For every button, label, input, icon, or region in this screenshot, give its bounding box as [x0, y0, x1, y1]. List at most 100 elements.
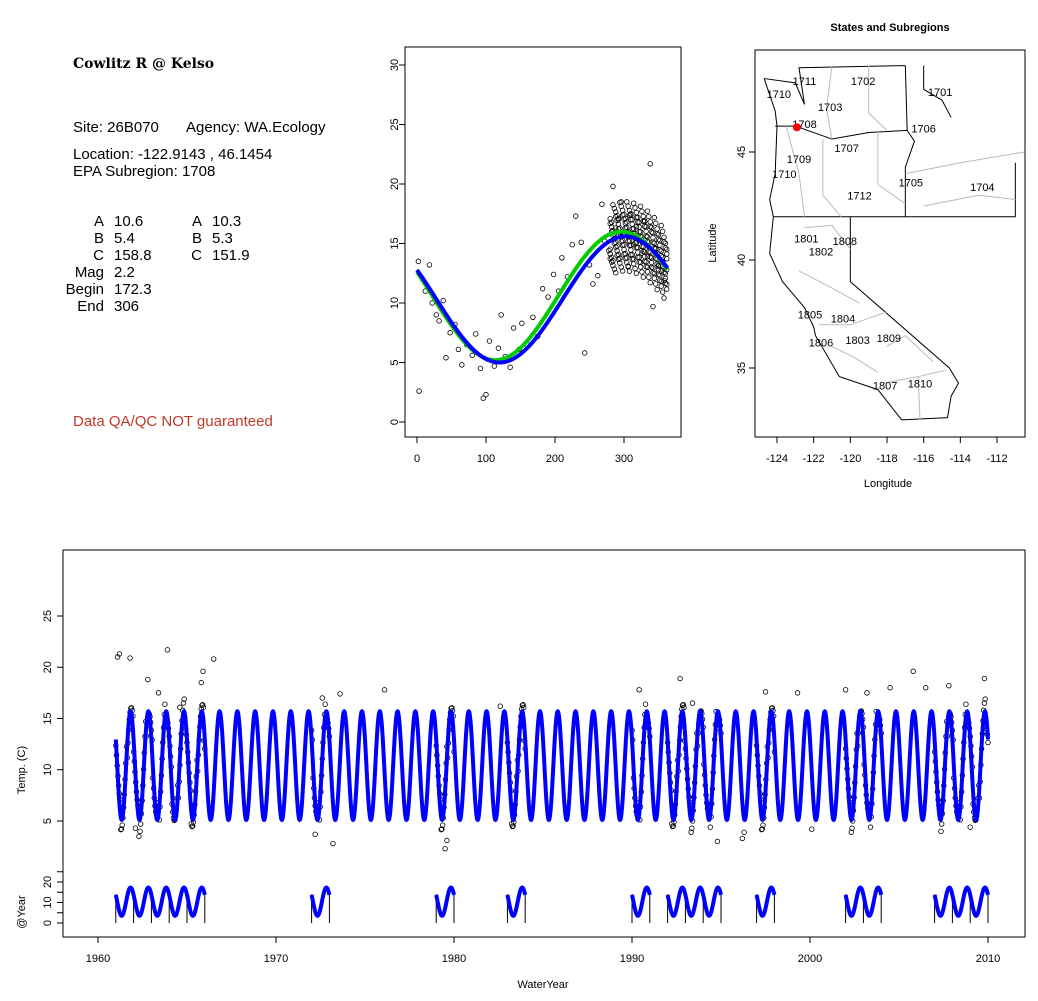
param-value: 151.9: [212, 247, 250, 264]
data-point: [759, 826, 765, 832]
annual-segment-line: [630, 885, 652, 918]
outlier-point: [381, 687, 388, 693]
data-point: [629, 216, 635, 223]
data-point: [849, 825, 855, 831]
data-point: [436, 318, 442, 324]
x-tick-label: 200: [546, 453, 564, 465]
outlier-point: [864, 690, 870, 696]
annual-segment-line: [505, 885, 528, 918]
annual-segment-line: [434, 885, 456, 918]
data-point: [642, 218, 648, 225]
data-point: [662, 280, 669, 286]
data-point: [639, 250, 645, 256]
outlier-point: [116, 651, 123, 657]
data-point: [644, 264, 651, 270]
outlier-point: [312, 831, 318, 838]
data-point: [689, 825, 695, 831]
param-value: 172.3: [114, 281, 152, 298]
x-tick-label: -122: [803, 453, 825, 465]
param-key: B: [93, 230, 104, 247]
y-tick-label: 20: [389, 178, 401, 190]
data-point: [199, 702, 206, 708]
data-point: [637, 264, 644, 270]
data-point: [636, 254, 642, 261]
outlier-point: [794, 690, 801, 696]
outlier-point: [923, 685, 929, 691]
data-point: [651, 240, 658, 246]
data-point: [550, 271, 557, 278]
data-point: [760, 822, 766, 828]
data-point: [664, 281, 670, 288]
x-tick-label: 100: [477, 453, 495, 465]
agency: Agency: WA.Ecology: [186, 119, 326, 136]
y-tick-label: 15: [42, 712, 54, 724]
data-point: [559, 255, 565, 261]
subregion-boundary: [804, 224, 851, 250]
data-point: [578, 239, 584, 246]
data-point: [443, 355, 449, 361]
y-tick-label: 5: [42, 818, 54, 824]
data-point: [644, 208, 651, 214]
outlier-point: [145, 676, 151, 683]
data-point: [573, 213, 579, 219]
data-point: [622, 215, 629, 222]
data-point: [440, 297, 446, 304]
region-label: 1712: [847, 191, 871, 203]
data-point: [599, 201, 605, 207]
scatter-frame: [404, 46, 682, 438]
data-point: [707, 824, 714, 830]
site-marker: [792, 123, 801, 132]
data-point: [628, 242, 634, 248]
param-key: A: [93, 213, 104, 230]
data-point: [985, 739, 991, 746]
annual-segment-line: [843, 885, 884, 918]
outlier-point: [330, 840, 336, 847]
x-tick-label: -112: [986, 453, 1007, 465]
subregion-boundary: [819, 311, 888, 326]
param-key: C: [191, 247, 202, 264]
x-tick-label: -114: [950, 453, 971, 465]
data-point: [322, 701, 328, 707]
outlier-point: [636, 687, 642, 693]
data-point: [118, 826, 125, 832]
data-point: [119, 822, 125, 828]
y-tick-label: 5: [389, 359, 401, 365]
param-value: 5.3: [212, 230, 233, 247]
param-value: 158.8: [114, 247, 152, 264]
data-point: [632, 205, 638, 211]
data-point: [137, 828, 143, 835]
y-tick-label: 15: [389, 237, 401, 249]
x-tick-label: 2010: [976, 953, 1000, 965]
data-point: [180, 700, 187, 706]
outlier-point: [809, 826, 815, 832]
param-value: 10.3: [212, 213, 242, 230]
param-value: 10.6: [114, 213, 144, 230]
y-tick-label: 10: [42, 764, 54, 776]
data-point: [647, 279, 653, 286]
data-point: [416, 388, 422, 394]
data-point: [200, 704, 207, 711]
data-point: [647, 161, 653, 167]
subregion-boundary: [822, 139, 842, 218]
param-key: Mag: [74, 264, 104, 281]
y2-tick-label: 20: [42, 876, 54, 888]
outlier-point: [741, 829, 747, 835]
data-point: [981, 700, 988, 706]
annual-segment-line: [754, 885, 777, 918]
site-id: Site: 26B070: [73, 119, 159, 136]
y-tick-label: 30: [389, 59, 401, 71]
annual-segment-line: [309, 885, 332, 918]
subregion-boundary: [877, 130, 906, 205]
data-point: [624, 255, 630, 261]
y-tick-label: 25: [42, 610, 54, 622]
region-label: 1803: [845, 335, 869, 347]
state-outline-wa-n: [764, 65, 906, 105]
param-key: Begin: [65, 281, 104, 298]
outlier-point: [497, 703, 503, 709]
state-outline-ca: [763, 78, 960, 421]
data-point: [639, 269, 645, 275]
data-point: [664, 256, 670, 262]
data-point: [520, 702, 526, 708]
param-key: A: [191, 213, 202, 230]
x-tick-label: -124: [766, 453, 788, 465]
